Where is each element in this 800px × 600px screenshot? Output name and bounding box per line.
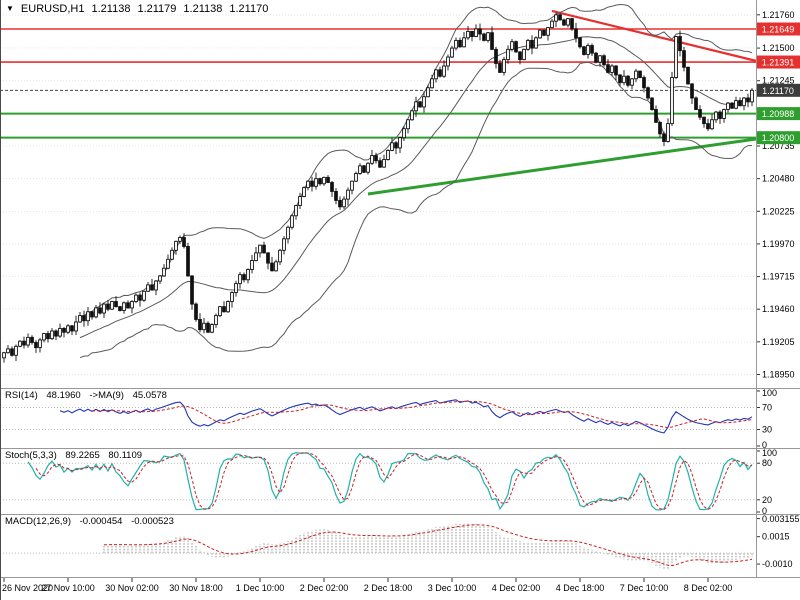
svg-text:100: 100 (762, 388, 777, 398)
svg-text:26 Nov 2020: 26 Nov 2020 (2, 583, 53, 593)
svg-text:1.19715: 1.19715 (762, 272, 795, 282)
svg-text:1.21649: 1.21649 (762, 25, 795, 35)
macd-value: -0.000454 (79, 516, 123, 527)
svg-text:1 Dec 10:00: 1 Dec 10:00 (236, 583, 285, 593)
macd-signal-value: -0.000523 (131, 516, 174, 527)
svg-text:1.20800: 1.20800 (762, 133, 795, 143)
svg-text:80: 80 (762, 458, 772, 468)
rsi-name: RSI(14) (5, 390, 38, 401)
svg-text:1.18950: 1.18950 (762, 369, 795, 379)
svg-text:1.20225: 1.20225 (762, 206, 795, 216)
svg-text:8 Dec 02:00: 8 Dec 02:00 (684, 583, 733, 593)
svg-text:100: 100 (762, 448, 777, 458)
svg-text:1.21500: 1.21500 (762, 43, 795, 53)
svg-text:0: 0 (762, 440, 767, 450)
rsi-value: 48.1960 (46, 390, 81, 401)
chart-header: ▼ EURUSD,H1 1.21138 1.21179 1.21138 1.21… (6, 3, 268, 15)
svg-text:3 Dec 10:00: 3 Dec 10:00 (428, 583, 477, 593)
svg-text:1.21245: 1.21245 (762, 76, 795, 86)
ohlc-close: 1.21170 (229, 3, 269, 15)
svg-text:30 Nov 02:00: 30 Nov 02:00 (105, 583, 159, 593)
svg-text:70: 70 (762, 403, 772, 413)
svg-text:0.0015: 0.0015 (762, 532, 790, 542)
stochastic-indicator-label: Stoch(5,3,3) 89.2265 80.1109 (5, 450, 148, 461)
svg-text:2 Dec 02:00: 2 Dec 02:00 (300, 583, 349, 593)
svg-text:7 Dec 10:00: 7 Dec 10:00 (620, 583, 669, 593)
svg-text:30 Nov 18:00: 30 Nov 18:00 (169, 583, 223, 593)
rsi-indicator-label: RSI(14) 48.1960 ->MA(9) 45.0578 (5, 390, 173, 401)
svg-text:4 Dec 18:00: 4 Dec 18:00 (556, 583, 605, 593)
svg-text:1.21391: 1.21391 (762, 58, 795, 68)
price-axis: 1.21760 1.21500 1.21245 1.20735 1.20480 1.202… (756, 10, 800, 379)
svg-text:1.19205: 1.19205 (762, 337, 795, 347)
svg-text:27 Nov 10:00: 27 Nov 10:00 (41, 583, 95, 593)
svg-text:20: 20 (762, 495, 772, 505)
svg-text:-0.0010: -0.0010 (762, 559, 793, 569)
rsi-ma-name: ->MA(9) (89, 390, 124, 401)
svg-text:1.20480: 1.20480 (762, 174, 795, 184)
svg-text:1.19970: 1.19970 (762, 239, 795, 249)
macd-indicator-label: MACD(12,26,9) -0.000454 -0.000523 (5, 516, 180, 527)
rsi-ma-value: 45.0578 (132, 390, 167, 401)
ohlc-open: 1.21138 (91, 3, 131, 15)
ohlc-high: 1.21179 (137, 3, 177, 15)
svg-text:1.21760: 1.21760 (762, 10, 795, 20)
svg-text:1.20735: 1.20735 (762, 141, 795, 151)
svg-text:30: 30 (762, 425, 772, 435)
macd-name: MACD(12,26,9) (5, 516, 71, 527)
grid-lines (0, 14, 756, 375)
stoch-k-value: 89.2265 (65, 450, 100, 461)
svg-text:1.20988: 1.20988 (762, 109, 795, 119)
candles (2, 12, 754, 363)
ohlc-low: 1.21138 (183, 3, 223, 15)
chart-object-lines (0, 9, 757, 196)
bollinger-bands (79, 3, 753, 359)
svg-text:0.003155: 0.003155 (762, 514, 800, 524)
symbol-timeframe-label: EURUSD,H1 (20, 3, 85, 15)
triangle-marker-icon: ▼ (6, 4, 14, 13)
svg-text:1.19460: 1.19460 (762, 304, 795, 314)
stoch-name: Stoch(5,3,3) (5, 450, 57, 461)
stoch-d-value: 80.1109 (108, 450, 143, 461)
svg-text:0: 0 (762, 506, 767, 516)
svg-text:1.21170: 1.21170 (762, 86, 794, 96)
svg-text:4 Dec 02:00: 4 Dec 02:00 (492, 583, 541, 593)
svg-text:2 Dec 18:00: 2 Dec 18:00 (364, 583, 413, 593)
